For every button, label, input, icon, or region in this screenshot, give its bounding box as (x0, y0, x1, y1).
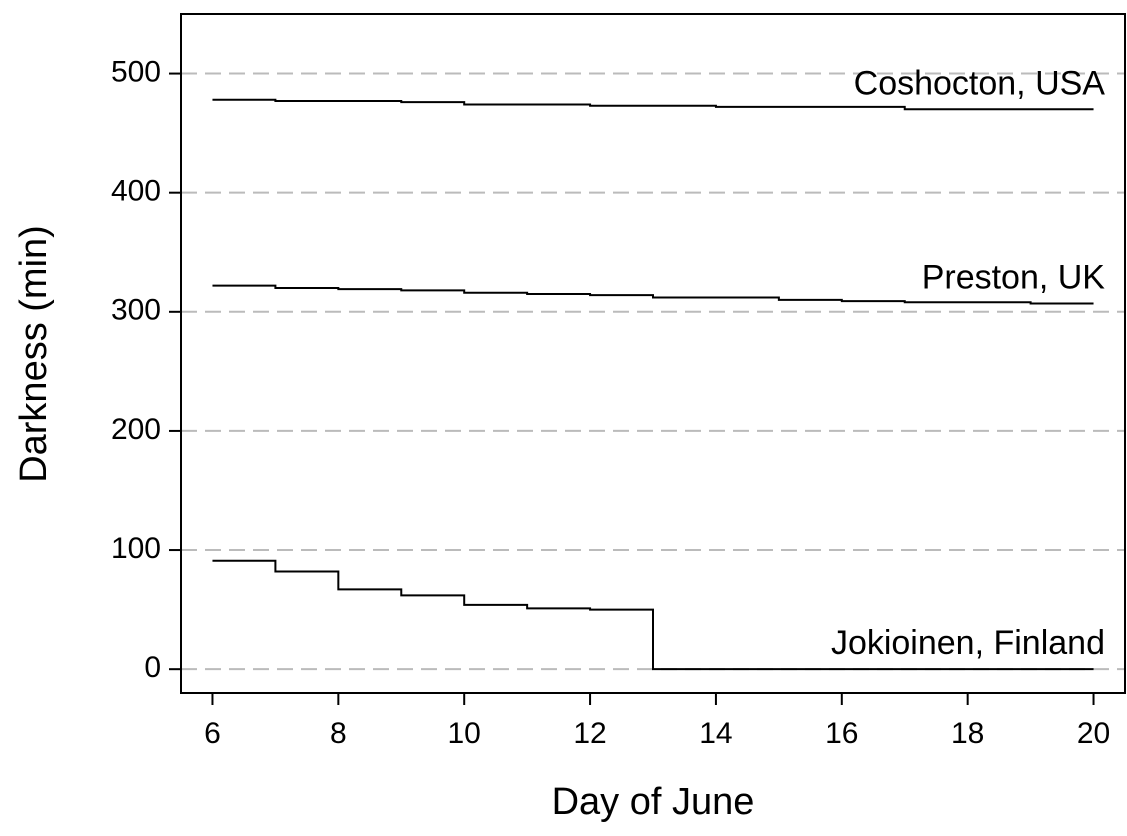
x-axis-title: Day of June (552, 781, 755, 823)
y-tick-label: 400 (111, 175, 161, 208)
y-tick-label: 500 (111, 55, 161, 88)
x-tick-label: 20 (1077, 717, 1110, 750)
y-tick-label: 0 (144, 651, 161, 684)
step-line (212, 559, 1094, 671)
x-tick-label: 18 (951, 717, 984, 750)
y-axis-title: Darkness (min) (13, 225, 55, 483)
x-tick-label: 16 (825, 717, 858, 750)
plot-frame (180, 13, 1126, 694)
y-tick-label: 300 (111, 294, 161, 327)
y-tick-label: 100 (111, 532, 161, 565)
x-tick-label: 12 (573, 717, 606, 750)
x-tick-label: 10 (448, 717, 481, 750)
y-tick-label: 200 (111, 413, 161, 446)
step-line (212, 98, 1094, 111)
x-tick-label: 14 (699, 717, 732, 750)
step-line (212, 284, 1094, 305)
x-tick-label: 6 (204, 717, 221, 750)
series-annotation: Preston, UK (922, 258, 1106, 296)
series-annotation: Coshocton, USA (854, 64, 1106, 102)
series-annotation: Jokioinen, Finland (831, 624, 1105, 662)
x-tick-label: 8 (330, 717, 347, 750)
